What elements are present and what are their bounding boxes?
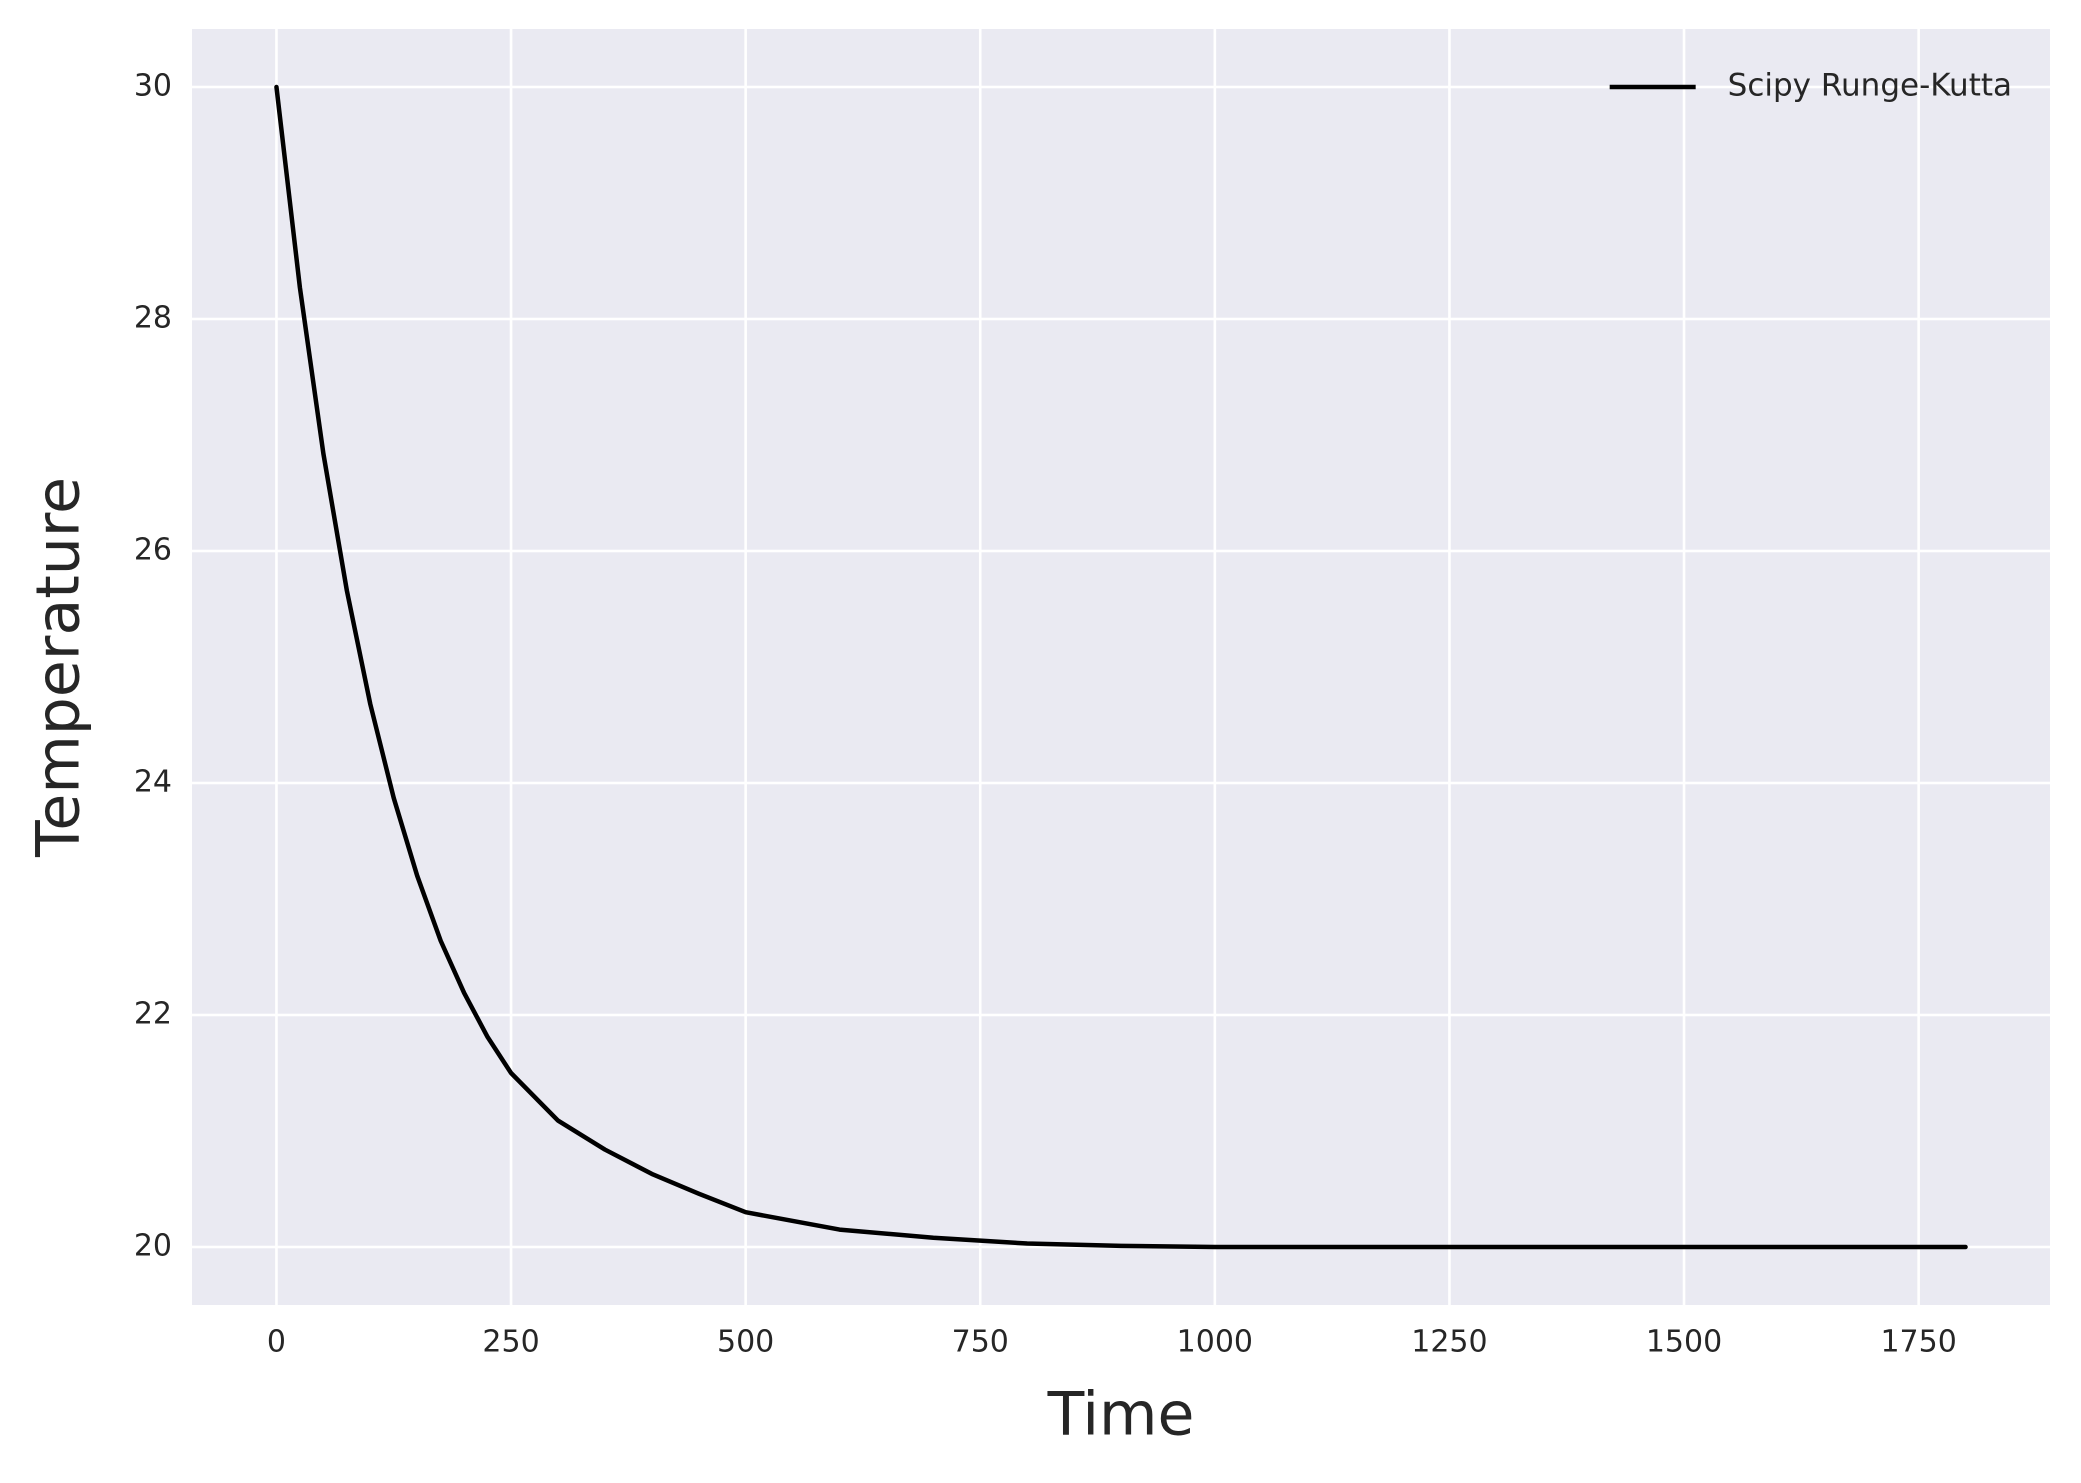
y-tick-label: 24 bbox=[134, 765, 172, 800]
x-tick-label: 250 bbox=[482, 1325, 539, 1360]
x-tick-label: 750 bbox=[952, 1325, 1009, 1360]
legend-label: Scipy Runge-Kutta bbox=[1728, 68, 2012, 104]
grid bbox=[192, 29, 2050, 1305]
y-axis-label: Temperature bbox=[24, 477, 94, 858]
x-tick-label: 1500 bbox=[1646, 1325, 1722, 1360]
x-tick-label: 1750 bbox=[1880, 1325, 1956, 1360]
x-tick-label: 1000 bbox=[1177, 1325, 1253, 1360]
marks bbox=[274, 84, 1968, 1250]
x-tick-label: 500 bbox=[717, 1325, 774, 1360]
y-tick-label: 20 bbox=[134, 1229, 172, 1264]
line bbox=[274, 84, 1968, 1250]
y-tick-label: 28 bbox=[134, 301, 172, 336]
x-axis-label: Time bbox=[1047, 1380, 1195, 1450]
legend: Scipy Runge-Kutta bbox=[1609, 68, 2012, 104]
y-tick-label: 22 bbox=[134, 997, 172, 1032]
x-tick-label: 1250 bbox=[1411, 1325, 1487, 1360]
y-tick-label: 26 bbox=[134, 533, 172, 568]
plot-area bbox=[192, 29, 2050, 1305]
x-tick-label: 0 bbox=[267, 1325, 286, 1360]
y-tick-label: 30 bbox=[134, 69, 172, 104]
